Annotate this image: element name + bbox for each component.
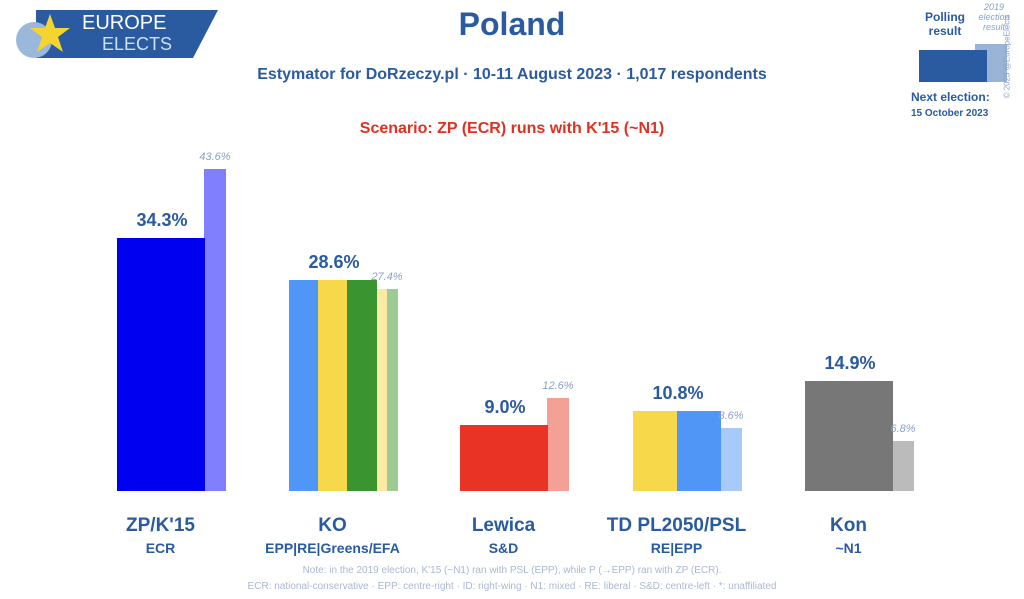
legend-polling-label: Polling result — [925, 10, 965, 38]
previous-bar — [204, 169, 226, 491]
next-election-date: 15 October 2023 — [911, 108, 989, 119]
party-name: Kon — [830, 515, 867, 536]
party-group: ~N1 — [835, 540, 862, 556]
legend-polling-swatch — [919, 50, 987, 82]
previous-value-label: 27.4% — [371, 270, 403, 283]
legend-previous-label: 2019 election result — [978, 2, 1010, 32]
legend: Polling result 2019 election result Next… — [905, 2, 1024, 122]
logo-text-europe: EUROPE — [82, 12, 167, 34]
chart-subtitle: Estymator for DoRzeczy.pl · 10-11 August… — [257, 66, 767, 83]
poll-bar — [347, 279, 377, 491]
previous-bar — [892, 440, 914, 491]
previous-bar — [547, 398, 569, 491]
poll-value-label: 34.3% — [136, 209, 188, 230]
previous-value-label: 8.6% — [718, 409, 744, 422]
party-name: Lewica — [471, 515, 536, 536]
logo: EUROPE ELECTS — [8, 10, 218, 58]
poll-bar — [676, 411, 721, 491]
party-name: ZP/K'15 — [126, 515, 195, 536]
poll-value-label: 10.8% — [652, 383, 704, 404]
party-name: KO — [318, 515, 347, 536]
poll-bar — [289, 279, 319, 491]
poll-bar — [805, 381, 893, 491]
logo-graphic — [16, 10, 218, 58]
note-groups: ECR: national-conservative · EPP: centre… — [247, 581, 777, 592]
copyright: © 2023 @EuropeElects — [1002, 14, 1012, 99]
party-name: TD PL2050/PSL — [606, 515, 747, 536]
scenario-text: Scenario: ZP (ECR) runs with K'15 (~N1) — [359, 120, 665, 137]
party-group: ECR — [145, 540, 176, 556]
note-2019: Note: in the 2019 election, K'15 (~N1) r… — [302, 565, 722, 576]
party-group: RE|EPP — [650, 540, 703, 556]
party-group: EPP|RE|Greens/EFA — [265, 540, 400, 556]
chart-title: Poland — [458, 6, 566, 42]
previous-bar — [720, 427, 742, 491]
previous-bar — [387, 288, 398, 491]
poll-value-label: 9.0% — [484, 396, 526, 417]
previous-value-label: 12.6% — [542, 380, 574, 392]
poll-bar — [460, 424, 548, 491]
party-group: S&D — [488, 540, 519, 556]
poll-value-label: 28.6% — [308, 251, 360, 272]
next-election-label: Next election: — [911, 90, 990, 104]
poll-bar — [633, 411, 677, 491]
previous-bar — [376, 288, 387, 491]
logo-text-elects: ELECTS — [102, 34, 173, 54]
previous-value-label: 43.6% — [199, 151, 231, 164]
poll-value-label: 14.9% — [824, 353, 876, 374]
previous-value-label: 6.8% — [890, 422, 916, 435]
poll-bar — [318, 279, 348, 491]
poll-bar — [117, 237, 205, 491]
